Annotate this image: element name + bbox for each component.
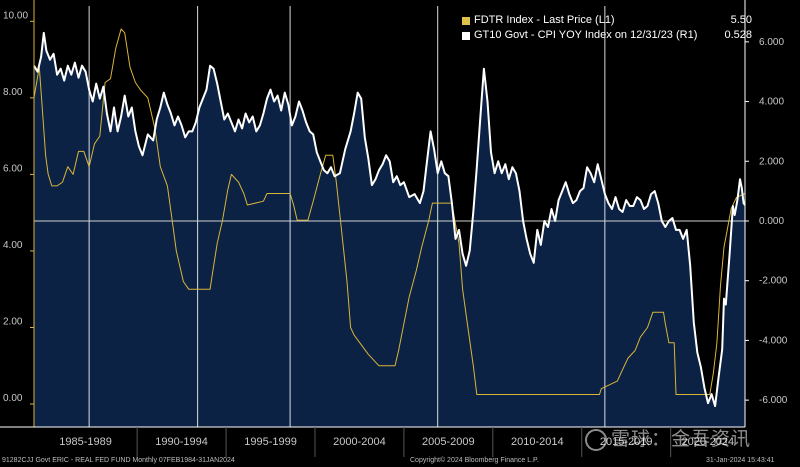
- legend-label-fdtr: FDTR Index - Last Price (L1): [474, 14, 615, 26]
- right-tick-label-4: 2.000: [759, 156, 784, 167]
- legend-value-gt10: 0.528: [724, 29, 752, 41]
- series-area-fill: [34, 32, 745, 428]
- left-tick-label-5: 10.00: [3, 10, 28, 21]
- right-tick-label-0: -6.000: [759, 395, 788, 406]
- right-tick-label-3: 0.000: [759, 216, 784, 227]
- period-label-4: 2005-2009: [422, 436, 475, 448]
- legend-item-fdtr: FDTR Index - Last Price (L1) 5.50: [462, 13, 752, 28]
- right-tick-label-1: -4.000: [759, 335, 788, 346]
- period-label-1: 1990-1994: [155, 436, 208, 448]
- footer-center: Copyright© 2024 Bloomberg Finance L.P.: [410, 457, 539, 464]
- left-tick-label-1: 2.00: [3, 316, 23, 327]
- period-label-5: 2010-2014: [511, 436, 564, 448]
- period-label-6: 2015-2019: [600, 436, 653, 448]
- series-line-fdtr: [33, 28, 746, 395]
- footer-right: 31-Jan-2024 15:43:41: [706, 457, 775, 464]
- left-tick-label-3: 6.00: [3, 163, 23, 174]
- axis-layer: [0, 0, 749, 457]
- right-tick-label-6: 6.000: [759, 37, 784, 48]
- period-divider-layer: [34, 6, 745, 427]
- legend-value-fdtr: 5.50: [730, 14, 752, 26]
- footer-left: 91282CJJ Govt ERIC - REAL FED FUND Month…: [2, 457, 235, 464]
- legend-swatch-gt10: [462, 31, 470, 40]
- period-label-2: 1995-1999: [244, 436, 297, 448]
- period-label-3: 2000-2004: [333, 436, 386, 448]
- left-tick-label-4: 8.00: [3, 87, 23, 98]
- label-layer: 0.00 2.00 4.00 6.00 8.00 10.00 -6.000 -4.000 -2.…: [3, 10, 788, 448]
- left-tick-label-2: 4.00: [3, 240, 23, 251]
- right-tick-label-5: 4.000: [759, 97, 784, 108]
- legend-label-gt10: GT10 Govt - CPI YOY Index on 12/31/23 (R…: [474, 29, 698, 41]
- snowball-logo-icon: [585, 428, 607, 451]
- period-label-7: 2020-2024: [682, 436, 735, 448]
- legend: FDTR Index - Last Price (L1) 5.50 GT10 G…: [462, 13, 752, 43]
- watermark-text: 雪球：金吾资讯: [611, 428, 752, 450]
- watermark: 雪球：金吾资讯: [585, 424, 751, 451]
- legend-swatch-fdtr: [462, 16, 470, 25]
- series-line-layer: [33, 28, 746, 408]
- series-area-layer: [34, 32, 745, 428]
- right-tick-label-2: -2.000: [759, 276, 788, 287]
- period-label-0: 1985-1989: [59, 436, 112, 448]
- left-tick-label-0: 0.00: [3, 393, 23, 404]
- series-line-gt10: [33, 31, 746, 408]
- legend-item-gt10: GT10 Govt - CPI YOY Index on 12/31/23 (R…: [462, 28, 752, 43]
